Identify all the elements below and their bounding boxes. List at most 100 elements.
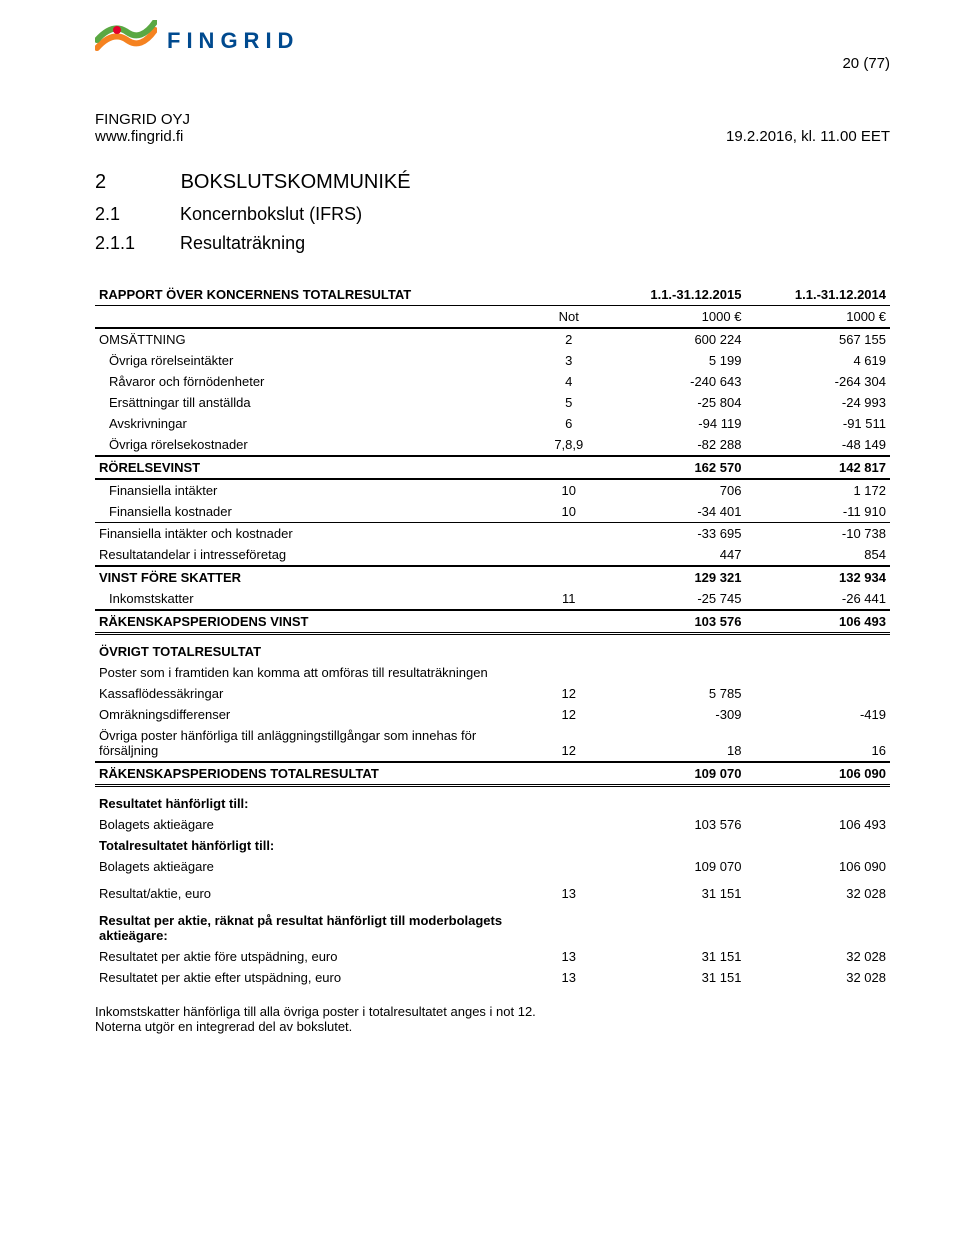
cell-label: Resultatandelar i intresseföretag — [95, 544, 537, 566]
cell-v2: -48 149 — [745, 434, 890, 456]
cell-label: Övriga rörelseintäkter — [95, 350, 537, 371]
cell-label: ÖVRIGT TOTALRESULTAT — [95, 641, 537, 662]
cell-label: Finansiella intäkter — [95, 479, 537, 501]
cell-label: RÄKENSKAPSPERIODENS TOTALRESULTAT — [95, 762, 537, 786]
section-211-number: 2.1.1 — [95, 233, 175, 254]
row-ovrigt-total-hdr: ÖVRIGT TOTALRESULTAT — [95, 641, 890, 662]
cell-v1: -82 288 — [601, 434, 746, 456]
cell-v1: -25 745 — [601, 588, 746, 610]
row-ovriga-kostnader: Övriga rörelsekostnader 7,8,9 -82 288 -4… — [95, 434, 890, 456]
cell-v1: -25 804 — [601, 392, 746, 413]
income-statement-table: RAPPORT ÖVER KONCERNENS TOTALRESULTAT 1.… — [95, 284, 890, 988]
logo-text: FINGRID — [167, 28, 299, 54]
cell-v1: 5 785 — [601, 683, 746, 704]
cell-v1: 31 151 — [601, 883, 746, 904]
cell-note: 2 — [537, 328, 601, 350]
section-2-number: 2 — [95, 171, 175, 194]
col-note: Not — [537, 306, 601, 329]
footnote-1: Inkomstskatter hänförliga till alla övri… — [95, 1004, 890, 1019]
table-title: RAPPORT ÖVER KONCERNENS TOTALRESULTAT — [95, 284, 537, 306]
cell-v2: 32 028 — [745, 946, 890, 967]
cell-label: Resultatet hänförligt till: — [95, 793, 537, 814]
cell-label: Ersättningar till anställda — [95, 392, 537, 413]
cell-v1: -94 119 — [601, 413, 746, 434]
row-avskrivningar: Avskrivningar 6 -94 119 -91 511 — [95, 413, 890, 434]
cell-note: 10 — [537, 479, 601, 501]
cell-label: Bolagets aktieägare — [95, 814, 537, 835]
cell-v1: 600 224 — [601, 328, 746, 350]
cell-v2: 1 172 — [745, 479, 890, 501]
cell-note: 12 — [537, 704, 601, 725]
cell-label: Resultatet per aktie efter utspädning, e… — [95, 967, 537, 988]
row-bolagets-1: Bolagets aktieägare 103 576 106 493 — [95, 814, 890, 835]
cell-v2: 142 817 — [745, 456, 890, 479]
cell-label: Resultat/aktie, euro — [95, 883, 537, 904]
period-1: 1.1.-31.12.2015 — [601, 284, 746, 306]
cell-v2: 132 934 — [745, 566, 890, 588]
cell-v1: -34 401 — [601, 501, 746, 523]
cell-v1: 31 151 — [601, 946, 746, 967]
row-ovriga-intakter: Övriga rörelseintäkter 3 5 199 4 619 — [95, 350, 890, 371]
cell-v2: 4 619 — [745, 350, 890, 371]
company-url: www.fingrid.fi — [95, 128, 726, 145]
cell-label: Resultatet per aktie före utspädning, eu… — [95, 946, 537, 967]
cell-note: 4 — [537, 371, 601, 392]
cell-v2: -10 738 — [745, 523, 890, 545]
period-2: 1.1.-31.12.2014 — [745, 284, 890, 306]
cell-label: OMSÄTTNING — [95, 328, 537, 350]
row-resultat-aktie: Resultat/aktie, euro 13 31 151 32 028 — [95, 883, 890, 904]
cell-v1: 5 199 — [601, 350, 746, 371]
row-totalresultat-hdr: Totalresultatet hänförligt till: — [95, 835, 890, 856]
row-omsattning: OMSÄTTNING 2 600 224 567 155 — [95, 328, 890, 350]
cell-v2 — [745, 683, 890, 704]
cell-note: 3 — [537, 350, 601, 371]
cell-v2: 32 028 — [745, 883, 890, 904]
cell-note: 12 — [537, 725, 601, 762]
table-header-row: RAPPORT ÖVER KONCERNENS TOTALRESULTAT 1.… — [95, 284, 890, 306]
section-21-title: Koncernbokslut (IFRS) — [180, 204, 362, 224]
cell-label: RÄKENSKAPSPERIODENS VINST — [95, 610, 537, 634]
cell-note: 11 — [537, 588, 601, 610]
cell-label: Avskrivningar — [95, 413, 537, 434]
cell-v1: -309 — [601, 704, 746, 725]
col-unit-1: 1000 € — [601, 306, 746, 329]
cell-label: Totalresultatet hänförligt till: — [95, 835, 537, 856]
cell-v2: 854 — [745, 544, 890, 566]
cell-label: Omräkningsdifferenser — [95, 704, 537, 725]
cell-v2: 16 — [745, 725, 890, 762]
cell-v1: 18 — [601, 725, 746, 762]
cell-v1: 162 570 — [601, 456, 746, 479]
cell-v2: -11 910 — [745, 501, 890, 523]
cell-v2: -91 511 — [745, 413, 890, 434]
cell-v2: 106 493 — [745, 814, 890, 835]
row-rorelsevinst: RÖRELSEVINST 162 570 142 817 — [95, 456, 890, 479]
table-unit-row: Not 1000 € 1000 € — [95, 306, 890, 329]
document-timestamp: 19.2.2016, kl. 11.00 EET — [726, 128, 890, 145]
cell-v1: 103 576 — [601, 814, 746, 835]
cell-note: 13 — [537, 946, 601, 967]
row-fin-netto: Finansiella intäkter och kostnader -33 6… — [95, 523, 890, 545]
section-2-title: BOKSLUTSKOMMUNIKÉ — [181, 171, 411, 193]
cell-v2: 106 090 — [745, 762, 890, 786]
row-rakenskap-vinst: RÄKENSKAPSPERIODENS VINST 103 576 106 49… — [95, 610, 890, 634]
cell-label: Finansiella intäkter och kostnader — [95, 523, 537, 545]
row-ersattningar: Ersättningar till anställda 5 -25 804 -2… — [95, 392, 890, 413]
row-omrakningsdiff: Omräkningsdifferenser 12 -309 -419 — [95, 704, 890, 725]
row-fin-intakter: Finansiella intäkter 10 706 1 172 — [95, 479, 890, 501]
cell-label: VINST FÖRE SKATTER — [95, 566, 537, 588]
document-header: FINGRID OYJ www.fingrid.fi 19.2.2016, kl… — [95, 111, 890, 145]
logo-mark-icon — [95, 20, 157, 61]
page: FINGRID 20 (77) FINGRID OYJ www.fingrid.… — [0, 0, 960, 1064]
company-name: FINGRID OYJ — [95, 111, 890, 128]
cell-note: 6 — [537, 413, 601, 434]
logo: FINGRID — [95, 20, 890, 61]
cell-v1: 109 070 — [601, 762, 746, 786]
cell-v1: -33 695 — [601, 523, 746, 545]
footnotes: Inkomstskatter hänförliga till alla övri… — [95, 1004, 890, 1034]
row-resultatet-hdr: Resultatet hänförligt till: — [95, 793, 890, 814]
row-rakenskap-total: RÄKENSKAPSPERIODENS TOTALRESULTAT 109 07… — [95, 762, 890, 786]
cell-label: Poster som i framtiden kan komma att omf… — [95, 662, 537, 683]
section-211-title: Resultaträkning — [180, 233, 305, 253]
cell-v2: 32 028 — [745, 967, 890, 988]
cell-note: 5 — [537, 392, 601, 413]
